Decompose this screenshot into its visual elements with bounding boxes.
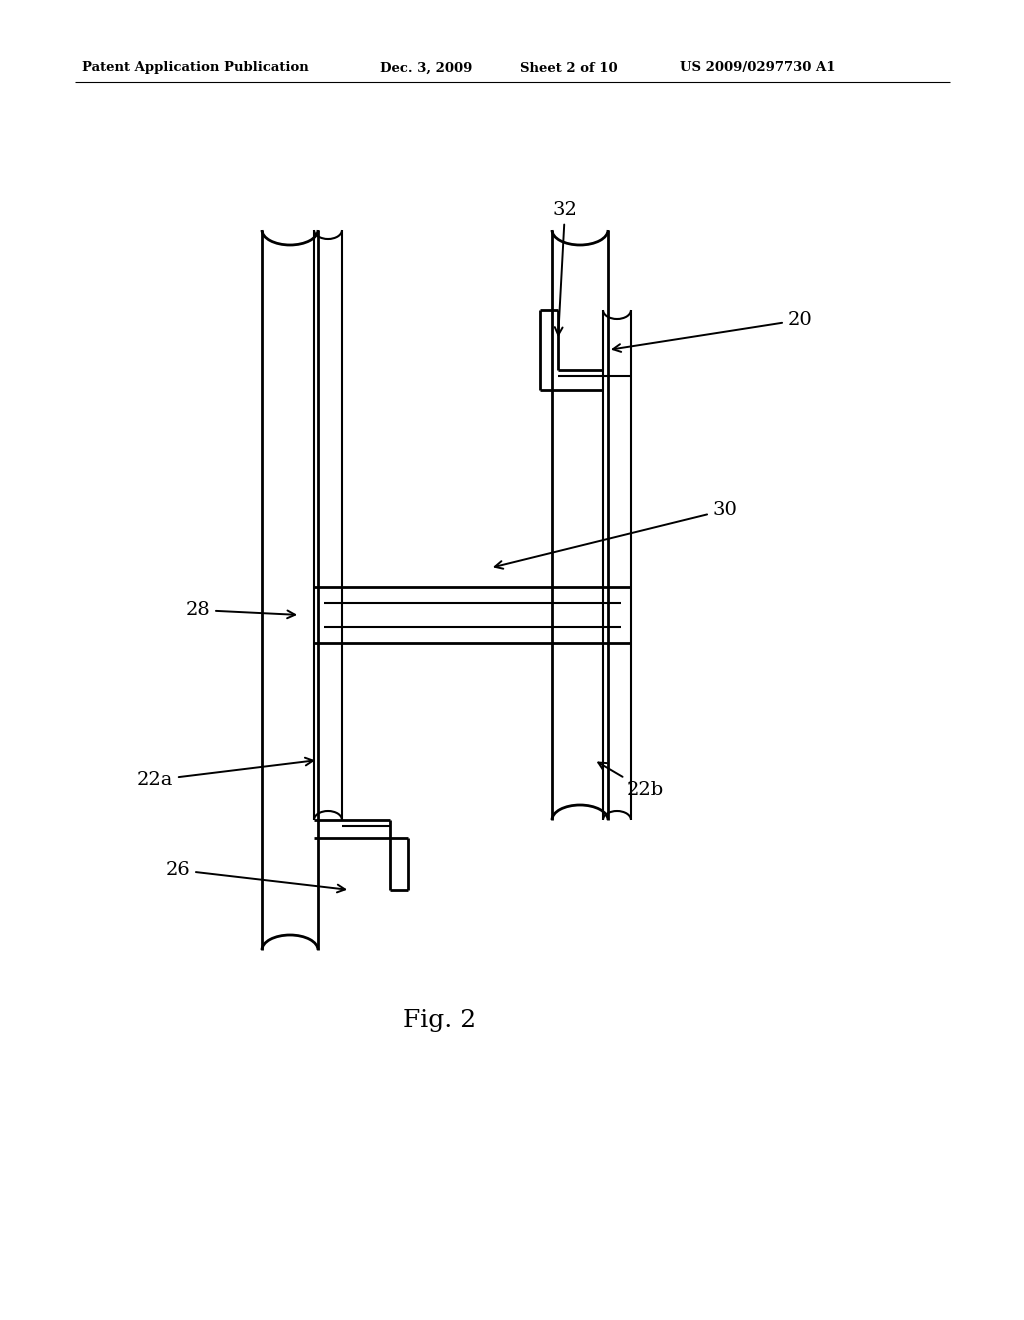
Text: Fig. 2: Fig. 2: [403, 1008, 476, 1031]
Text: 28: 28: [185, 601, 295, 619]
Text: Patent Application Publication: Patent Application Publication: [82, 62, 309, 74]
Text: Dec. 3, 2009: Dec. 3, 2009: [380, 62, 472, 74]
Text: 22b: 22b: [598, 763, 664, 799]
Text: 22a: 22a: [137, 758, 313, 789]
Text: 32: 32: [553, 201, 578, 335]
Text: 26: 26: [166, 861, 345, 892]
Text: Sheet 2 of 10: Sheet 2 of 10: [520, 62, 617, 74]
Text: 30: 30: [495, 502, 737, 569]
Text: US 2009/0297730 A1: US 2009/0297730 A1: [680, 62, 836, 74]
Text: 20: 20: [613, 312, 812, 352]
